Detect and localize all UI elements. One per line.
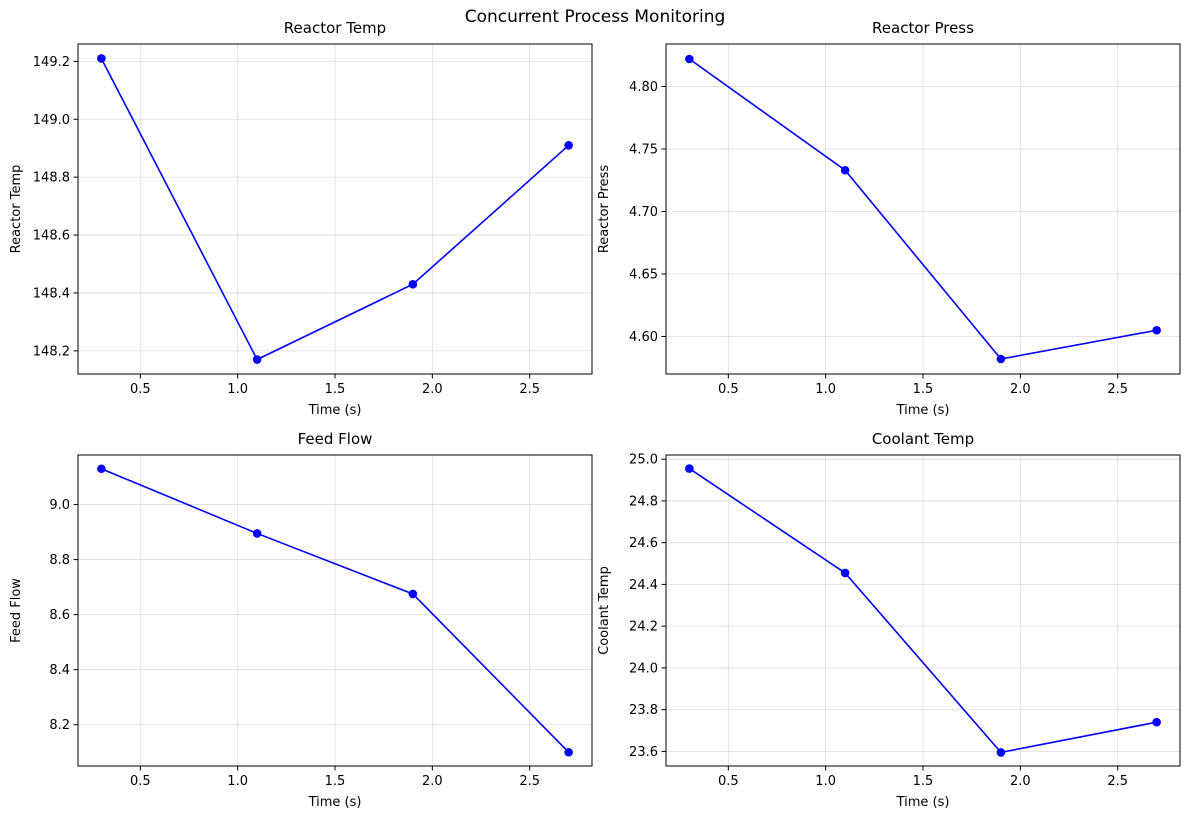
y-axis-label: Coolant Temp bbox=[597, 566, 612, 655]
y-axis-label: Feed Flow bbox=[9, 578, 24, 643]
data-point bbox=[1152, 717, 1161, 727]
y-tick-label: 8.8 bbox=[49, 553, 70, 568]
subplot-2: 0.5 1.0 1.5 2.0 2.5 4.60 4.65 4.70 4.75 4.80 React… bbox=[597, 19, 1181, 418]
data-point bbox=[996, 354, 1006, 364]
data-point bbox=[685, 54, 694, 64]
x-tick-label: 2.0 bbox=[422, 774, 443, 789]
y-tick-label: 149.2 bbox=[33, 55, 70, 70]
x-tick-label: 2.0 bbox=[422, 382, 443, 397]
x-tick-label: 1.5 bbox=[325, 774, 346, 789]
x-axis-label: Time (s) bbox=[308, 795, 362, 810]
y-tick-label: 24.6 bbox=[629, 536, 658, 551]
y-tick-label: 23.8 bbox=[629, 703, 658, 718]
y-tick-label: 148.4 bbox=[33, 286, 70, 301]
y-axis-label: Reactor Temp bbox=[9, 165, 24, 254]
data-point bbox=[408, 279, 418, 289]
x-axis-label: Time (s) bbox=[896, 795, 950, 810]
y-tick-label: 4.80 bbox=[629, 80, 658, 95]
x-axis-label: Time (s) bbox=[896, 403, 950, 418]
data-point bbox=[97, 54, 106, 63]
x-tick-label: 2.0 bbox=[1010, 382, 1031, 397]
subplot-title: Reactor Temp bbox=[284, 19, 386, 37]
figure-title: Concurrent Process Monitoring bbox=[464, 7, 726, 27]
y-tick-label: 4.70 bbox=[629, 205, 658, 220]
x-tick-label: 1.0 bbox=[815, 774, 836, 789]
subplot-1: 0.5 1.0 1.5 2.0 2.5 148.2 148.4 148.6 148.8 149.0… bbox=[9, 19, 593, 418]
data-point bbox=[1152, 325, 1161, 335]
subplot-title: Feed Flow bbox=[298, 430, 373, 448]
data-point bbox=[252, 355, 262, 364]
x-tick-label: 1.0 bbox=[227, 774, 248, 789]
x-tick-label: 1.5 bbox=[913, 382, 934, 397]
y-tick-label: 24.8 bbox=[629, 494, 658, 509]
x-tick-label: 2.5 bbox=[519, 774, 540, 789]
x-tick-label: 2.0 bbox=[1010, 774, 1031, 789]
x-axis-label: Time (s) bbox=[308, 403, 362, 418]
series-line bbox=[688, 467, 1157, 754]
y-tick-label: 148.6 bbox=[33, 229, 70, 244]
subplot-title: Coolant Temp bbox=[872, 430, 974, 448]
y-tick-label: 4.65 bbox=[629, 268, 658, 283]
subplot-3: 0.5 1.0 1.5 2.0 2.5 8.2 8.4 8.6 8.8 9.0 Feed Flow T… bbox=[9, 430, 593, 810]
data-point bbox=[564, 747, 573, 757]
x-tick-label: 1.5 bbox=[325, 382, 346, 397]
y-tick-label: 8.4 bbox=[49, 663, 70, 678]
y-tick-label: 4.75 bbox=[629, 143, 658, 158]
y-tick-label: 4.60 bbox=[629, 330, 658, 345]
y-tick-label: 148.2 bbox=[33, 344, 70, 359]
data-point bbox=[97, 464, 106, 474]
x-tick-label: 0.5 bbox=[718, 774, 739, 789]
y-tick-label: 9.0 bbox=[49, 498, 70, 513]
y-tick-label: 8.2 bbox=[49, 718, 70, 733]
x-tick-label: 0.5 bbox=[130, 382, 151, 397]
subplot-4: 0.5 1.0 1.5 2.0 2.5 23.6 23.8 24.0 24.2 24.4 24.6 2… bbox=[597, 430, 1181, 810]
y-tick-label: 23.6 bbox=[629, 745, 658, 760]
data-point bbox=[564, 141, 573, 150]
x-tick-label: 2.5 bbox=[519, 382, 540, 397]
y-tick-label: 24.2 bbox=[629, 620, 658, 635]
x-tick-label: 0.5 bbox=[718, 382, 739, 397]
series-line bbox=[688, 58, 1157, 360]
y-tick-label: 148.8 bbox=[33, 171, 70, 186]
y-tick-label: 24.4 bbox=[629, 578, 658, 593]
x-tick-label: 1.0 bbox=[227, 382, 248, 397]
y-axis-label: Reactor Press bbox=[597, 165, 612, 254]
data-point bbox=[408, 589, 418, 599]
x-tick-label: 1.5 bbox=[913, 774, 934, 789]
y-tick-label: 25.0 bbox=[629, 453, 658, 468]
x-tick-label: 1.0 bbox=[815, 382, 836, 397]
data-point bbox=[252, 529, 262, 538]
y-tick-label: 24.0 bbox=[629, 661, 658, 676]
x-tick-label: 2.5 bbox=[1107, 774, 1128, 789]
y-tick-label: 149.0 bbox=[33, 113, 70, 128]
data-point bbox=[996, 748, 1006, 757]
data-point bbox=[840, 568, 850, 578]
y-tick-label: 8.6 bbox=[49, 608, 70, 623]
x-tick-label: 2.5 bbox=[1107, 382, 1128, 397]
series-line bbox=[101, 468, 570, 753]
data-point bbox=[840, 165, 850, 175]
subplot-title: Reactor Press bbox=[872, 19, 974, 37]
data-point bbox=[685, 464, 694, 473]
series-line bbox=[100, 58, 570, 361]
x-tick-label: 0.5 bbox=[130, 774, 151, 789]
